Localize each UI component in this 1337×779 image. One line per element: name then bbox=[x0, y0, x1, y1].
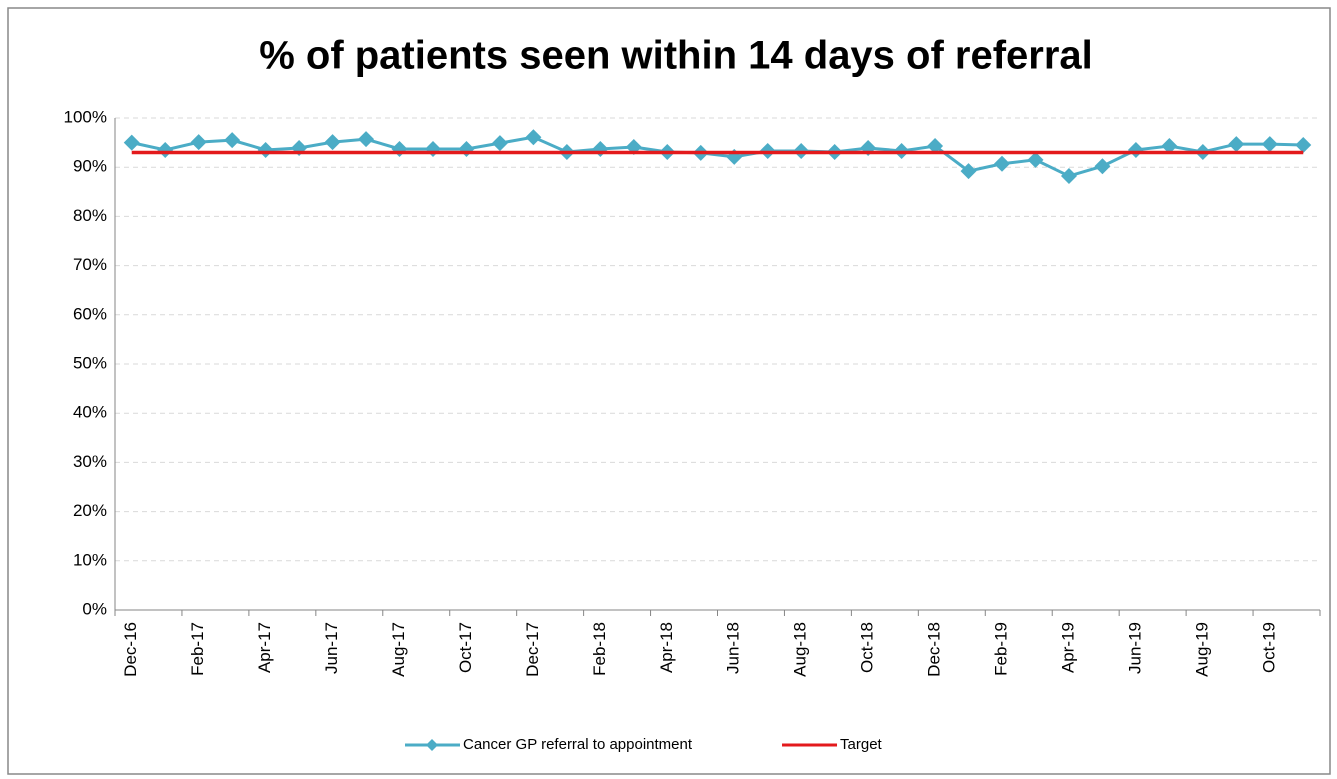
data-point bbox=[358, 131, 375, 148]
x-tick-label: Feb-18 bbox=[590, 622, 609, 676]
y-tick-label: 80% bbox=[73, 206, 107, 225]
x-tick-label: Apr-18 bbox=[657, 622, 676, 673]
data-point bbox=[1295, 137, 1312, 154]
legend-marker bbox=[426, 739, 438, 751]
y-tick-label: 40% bbox=[73, 403, 107, 422]
x-tick-label: Dec-16 bbox=[121, 622, 140, 677]
y-tick-label: 60% bbox=[73, 304, 107, 323]
y-tick-label: 70% bbox=[73, 255, 107, 274]
y-tick-label: 0% bbox=[82, 599, 107, 618]
data-point bbox=[525, 129, 542, 146]
legend-label: Target bbox=[840, 736, 883, 753]
x-tick-label: Feb-17 bbox=[188, 622, 207, 676]
y-tick-label: 100% bbox=[64, 107, 107, 126]
x-tick-label: Oct-19 bbox=[1259, 622, 1278, 673]
legend-label: Cancer GP referral to appointment bbox=[463, 736, 693, 753]
x-tick-label: Jun-18 bbox=[724, 622, 743, 674]
data-point bbox=[1228, 136, 1245, 153]
x-tick-label: Jun-19 bbox=[1125, 622, 1144, 674]
y-tick-label: 10% bbox=[73, 550, 107, 569]
data-point bbox=[1161, 138, 1178, 155]
chart-frame bbox=[7, 7, 1331, 775]
data-point bbox=[1261, 136, 1278, 153]
x-tick-label: Dec-18 bbox=[925, 622, 944, 677]
x-tick-label: Apr-19 bbox=[1058, 622, 1077, 673]
x-tick-label: Oct-17 bbox=[456, 622, 475, 673]
x-tick-label: Aug-19 bbox=[1192, 622, 1211, 677]
data-point bbox=[1094, 158, 1111, 175]
data-point bbox=[1060, 168, 1077, 185]
data-point bbox=[491, 135, 508, 152]
data-point bbox=[994, 155, 1011, 172]
data-point bbox=[960, 163, 977, 180]
x-tick-label: Aug-18 bbox=[791, 622, 810, 677]
data-point bbox=[324, 134, 341, 151]
data-point bbox=[927, 138, 944, 155]
x-tick-label: Dec-17 bbox=[523, 622, 542, 677]
x-tick-label: Feb-19 bbox=[991, 622, 1010, 676]
x-tick-label: Oct-18 bbox=[858, 622, 877, 673]
chart-title: % of patients seen within 14 days of ref… bbox=[259, 34, 1093, 78]
data-point bbox=[224, 132, 241, 149]
y-tick-label: 50% bbox=[73, 353, 107, 372]
y-tick-label: 20% bbox=[73, 501, 107, 520]
x-tick-label: Apr-17 bbox=[255, 622, 274, 673]
x-tick-label: Aug-17 bbox=[389, 622, 408, 677]
data-point bbox=[123, 134, 140, 151]
data-point bbox=[190, 134, 207, 151]
y-tick-label: 90% bbox=[73, 157, 107, 176]
x-tick-label: Jun-17 bbox=[322, 622, 341, 674]
data-point bbox=[1027, 151, 1044, 168]
y-tick-label: 30% bbox=[73, 452, 107, 471]
